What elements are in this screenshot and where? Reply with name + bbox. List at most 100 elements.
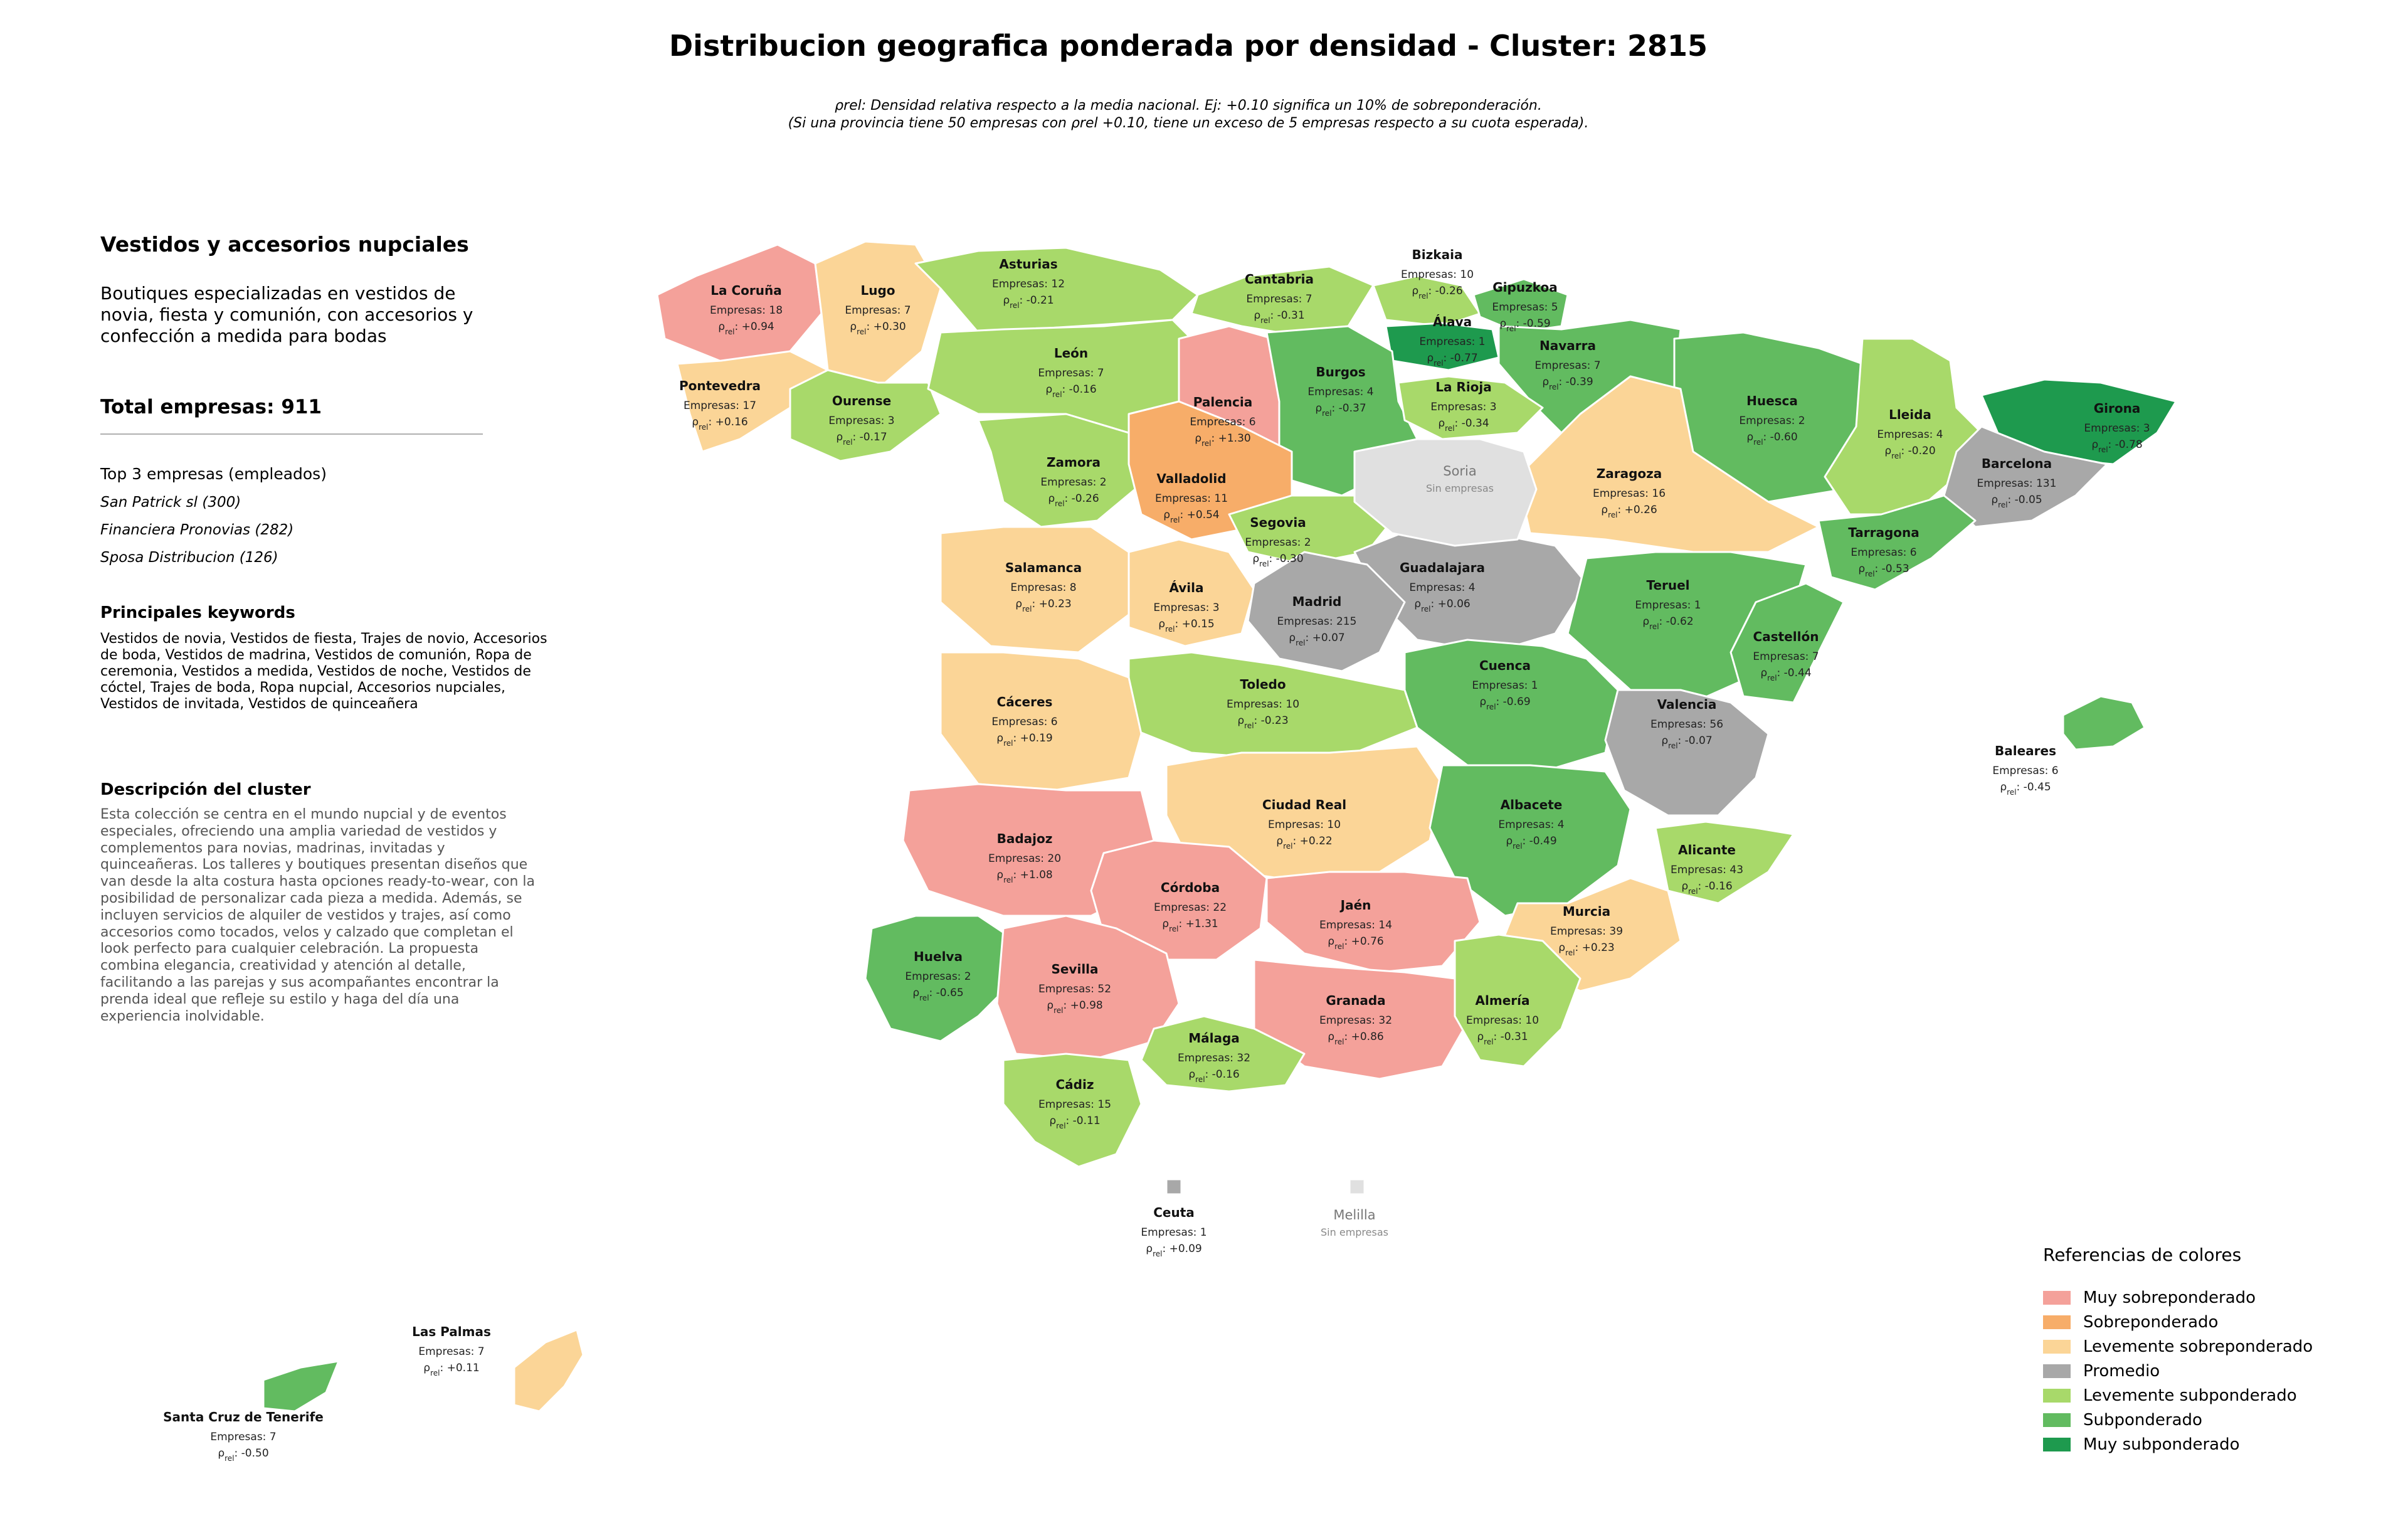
province-sevilla [996, 915, 1180, 1061]
legend-item: Muy sobreponderado [2043, 1285, 2313, 1310]
province-name-label: Almería [1476, 993, 1530, 1008]
province-density-value: ρrel: +0.11 [423, 1362, 479, 1377]
province-company-count: Empresas: 39 [1550, 925, 1623, 938]
province-malaga [1140, 1015, 1306, 1093]
province-name-label: León [1054, 346, 1088, 361]
province-name-label: Alicante [1678, 842, 1736, 857]
legend-label: Muy subponderado [2083, 1435, 2240, 1454]
province-baleares [2062, 695, 2146, 751]
province-toledo [1127, 651, 1418, 760]
province-name-label: Segovia [1250, 515, 1306, 530]
legend-item: Sobreponderado [2043, 1310, 2313, 1334]
province-company-count: Empresas: 16 [1593, 487, 1666, 500]
top-company-item: San Patrick sl (300) [100, 494, 241, 511]
density-note-line2: (Si una provincia tiene 50 empresas con … [788, 115, 1589, 131]
province-company-count: Empresas: 20 [988, 852, 1061, 865]
province-company-count: Empresas: 6 [1992, 765, 2058, 777]
province-company-count: Empresas: 43 [1671, 864, 1743, 876]
keywords-text: Vestidos de novia, Vestidos de fiesta, T… [100, 631, 547, 712]
province-name-label: Palencia [1193, 395, 1252, 410]
province-zaragoza [1516, 375, 1820, 553]
province-company-count: Empresas: 3 [1153, 602, 1219, 614]
legend-label: Promedio [2083, 1361, 2160, 1381]
province-company-count: Empresas: 32 [1178, 1052, 1250, 1064]
province-company-count: Empresas: 7 [1753, 650, 1819, 663]
province-company-count: Empresas: 1 [1635, 599, 1701, 612]
legend-item: Promedio [2043, 1359, 2313, 1383]
province-caceres [939, 651, 1143, 792]
province-name-label: Pontevedra [679, 378, 761, 393]
legend-swatch [2043, 1339, 2071, 1354]
province-company-count: Empresas: 7 [1246, 293, 1312, 305]
province-company-count: Empresas: 12 [992, 278, 1065, 290]
legend-swatch [2043, 1364, 2071, 1378]
province-castellon [1729, 582, 1845, 704]
keywords-title: Principales keywords [100, 603, 295, 622]
province-tarragona [1817, 494, 1977, 591]
province-name-label: Granada [1326, 993, 1385, 1008]
province-name-label: Valladolid [1156, 471, 1226, 486]
province-name-label: Huelva [914, 949, 963, 964]
province-segovia [1228, 494, 1393, 566]
province-name-label: Ourense [832, 393, 891, 408]
province-company-count: Empresas: 7 [845, 304, 911, 317]
province-cordoba [1090, 839, 1268, 961]
province-company-count: Empresas: 11 [1155, 492, 1228, 505]
cluster-info-panel: Vestidos y accesorios nupciales Boutique… [100, 232, 564, 1025]
province-name-label: Jaén [1339, 898, 1371, 913]
province-cadiz [1002, 1053, 1143, 1168]
province-almeria [1454, 933, 1582, 1068]
province-name-label: Gipuzkoa [1492, 280, 1557, 295]
no-data-label: Sin empresas [1321, 1226, 1388, 1238]
legend-label: Subponderado [2083, 1410, 2202, 1430]
province-name-label: Las Palmas [412, 1324, 491, 1339]
province-company-count: Empresas: 2 [1739, 415, 1805, 427]
legend-item: Levemente sobreponderado [2043, 1334, 2313, 1359]
province-name-label: La Coruña [710, 283, 781, 298]
province-name-label: Salamanca [1005, 560, 1082, 575]
province-company-count: Empresas: 32 [1319, 1014, 1392, 1027]
province-company-count: Empresas: 8 [1010, 581, 1076, 594]
province-madrid [1247, 551, 1406, 672]
province-name-label: Lleida [1889, 407, 1931, 422]
province-name-label: Ciudad Real [1262, 797, 1346, 812]
legend-title: Referencias de colores [2043, 1244, 2242, 1265]
province-name-label: Girona [2094, 401, 2141, 416]
province-alicante [1654, 820, 1795, 905]
province-company-count: Empresas: 52 [1038, 983, 1111, 995]
province-name-label: Burgos [1316, 364, 1365, 379]
province-company-count: Empresas: 10 [1227, 698, 1299, 711]
province-barcelona [1943, 425, 2108, 528]
province-name-label: Albacete [1501, 797, 1563, 812]
province-name-label: Ceuta [1153, 1205, 1195, 1220]
province-company-count: Empresas: 131 [1977, 477, 2057, 490]
province-company-count: Empresas: 6 [1190, 416, 1255, 428]
legend-swatch [2043, 1315, 2071, 1329]
legend-swatch [2043, 1388, 2071, 1403]
province-la-rioja [1397, 375, 1544, 440]
legend-swatch [2043, 1413, 2071, 1427]
province-company-count: Empresas: 3 [1430, 401, 1496, 413]
province-company-count: Empresas: 2 [905, 970, 971, 983]
province-company-count: Empresas: 2 [1040, 476, 1106, 489]
province-company-count: Empresas: 2 [1245, 536, 1311, 549]
province-company-count: Empresas: 4 [1307, 386, 1373, 398]
province-name-label: Álava [1433, 314, 1472, 329]
province-ceuta [1165, 1178, 1183, 1196]
province-name-label: Barcelona [1982, 456, 2052, 471]
province-name-label: Navarra [1539, 338, 1596, 353]
province-zamora [977, 413, 1136, 528]
province-company-count: Empresas: 6 [1851, 546, 1916, 559]
province-gipuzkoa [1472, 278, 1569, 334]
legend-label: Levemente sobreponderado [2083, 1337, 2313, 1356]
province-company-count: Empresas: 18 [710, 304, 783, 317]
province-name-label: Sevilla [1051, 962, 1098, 977]
density-note-line1: ρrel: Densidad relativa respecto a la me… [835, 98, 1542, 114]
description-text: Esta colección se centra en el mundo nup… [100, 807, 535, 1024]
province-melilla [1348, 1178, 1366, 1196]
province-las-palmas [513, 1329, 584, 1413]
total-companies: Total empresas: 911 [100, 396, 322, 418]
province-company-count: Empresas: 5 [1492, 301, 1558, 314]
province-company-count: Empresas: 14 [1319, 919, 1392, 931]
province-name-label: Córdoba [1161, 880, 1220, 895]
